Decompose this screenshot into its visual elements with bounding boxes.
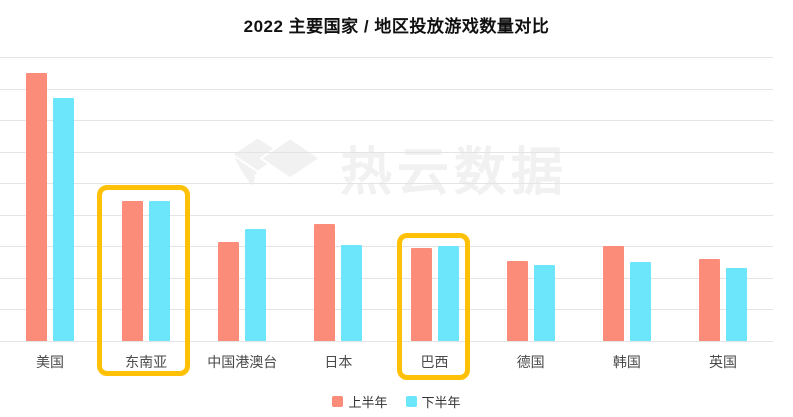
legend-item-下半年: 下半年	[405, 392, 461, 411]
legend: 上半年 下半年	[0, 392, 793, 411]
bar-上半年-德国	[506, 260, 528, 341]
watermark: 热云数据	[226, 124, 568, 211]
chart-title: 2022 主要国家 / 地区投放游戏数量对比	[243, 17, 550, 36]
bar-上半年-东南亚	[122, 200, 144, 341]
gridline	[0, 151, 773, 153]
category-label-日本: 日本	[324, 354, 353, 370]
gridline	[0, 183, 773, 185]
gridline	[0, 214, 773, 216]
legend-swatch-icon	[332, 396, 344, 407]
highlight-box-巴西	[397, 233, 470, 380]
category-label-德国: 德国	[516, 354, 545, 370]
bar-下半年-英国	[725, 268, 747, 341]
category-label-英国: 英国	[708, 354, 737, 370]
watermark-text: 热云数据	[340, 144, 569, 202]
gem-logo-icon	[226, 124, 322, 211]
bar-下半年-东南亚	[149, 200, 171, 341]
bar-下半年-日本	[341, 244, 363, 341]
bar-上半年-英国	[698, 258, 720, 341]
gridline	[0, 88, 773, 90]
bar-上半年-巴西	[410, 247, 432, 341]
gridline	[0, 309, 773, 311]
bar-上半年-日本	[314, 224, 336, 341]
legend-label: 上半年	[348, 395, 388, 410]
bar-上半年-韩国	[602, 246, 624, 341]
bar-上半年-美国	[26, 72, 47, 341]
gridline	[0, 341, 773, 342]
highlight-box-东南亚	[97, 185, 190, 376]
category-label-东南亚: 东南亚	[125, 354, 168, 370]
category-label-韩国: 韩国	[612, 354, 641, 370]
category-label-中国港澳台: 中国港澳台	[207, 354, 278, 370]
gridline	[0, 57, 773, 58]
category-label-美国: 美国	[36, 354, 64, 370]
gridline	[0, 120, 773, 122]
bar-下半年-巴西	[437, 246, 459, 341]
legend-label: 下半年	[421, 395, 461, 410]
legend-swatch-icon	[405, 396, 417, 407]
bar-下半年-中国港澳台	[245, 228, 267, 341]
bar-下半年-美国	[53, 98, 74, 341]
bar-上半年-中国港澳台	[218, 241, 240, 341]
category-label-巴西: 巴西	[420, 354, 449, 370]
gridline	[0, 246, 773, 248]
legend-item-上半年: 上半年	[332, 392, 388, 411]
bar-下半年-韩国	[629, 262, 651, 341]
gridline	[0, 277, 773, 279]
bar-下半年-德国	[533, 265, 555, 341]
